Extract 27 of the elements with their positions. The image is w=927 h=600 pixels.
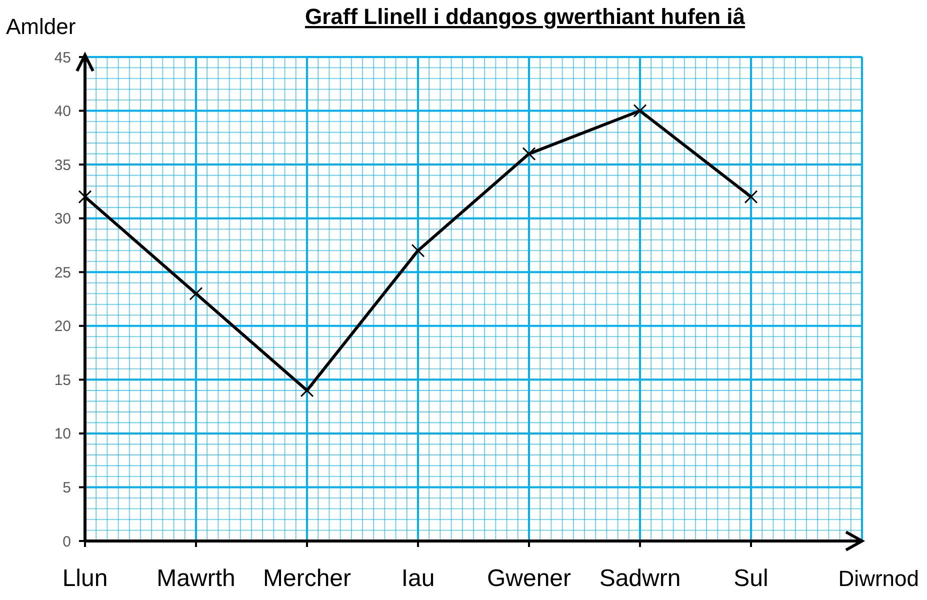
x-tick-label: Sadwrn [599,565,681,592]
y-tick-label: 30 [54,210,71,228]
point [411,244,425,258]
x-tick-label: Mawrth [156,565,236,592]
y-tick-label: 15 [54,372,71,389]
y-tick-label: 35 [54,156,71,174]
point [78,190,92,204]
x-tick-label: Sul [734,565,768,592]
x-tick-label: Iau [401,565,435,592]
y-tick-label: 20 [54,318,71,336]
y-tick-label: 25 [54,264,71,282]
point [633,104,647,118]
x-tick-label: Mercher [262,565,352,592]
point [522,147,536,161]
chart-title: Graff Llinell i ddangos gwerthiant hufen iâ [304,4,746,29]
point [744,190,758,204]
x-tick-label: Gwener [486,565,572,592]
x-tick-label: Llun [62,565,108,592]
y-tick-label: 45 [54,49,71,66]
point [300,384,314,398]
y-tick-label: 5 [62,479,71,496]
y-tick-label: 40 [54,103,71,120]
x-axis-title: Diwrnod [838,566,919,591]
y-tick-label: 0 [62,533,71,550]
point [189,286,203,300]
y-axis-title: Amlder [6,14,76,39]
y-tick-label: 10 [54,426,71,443]
